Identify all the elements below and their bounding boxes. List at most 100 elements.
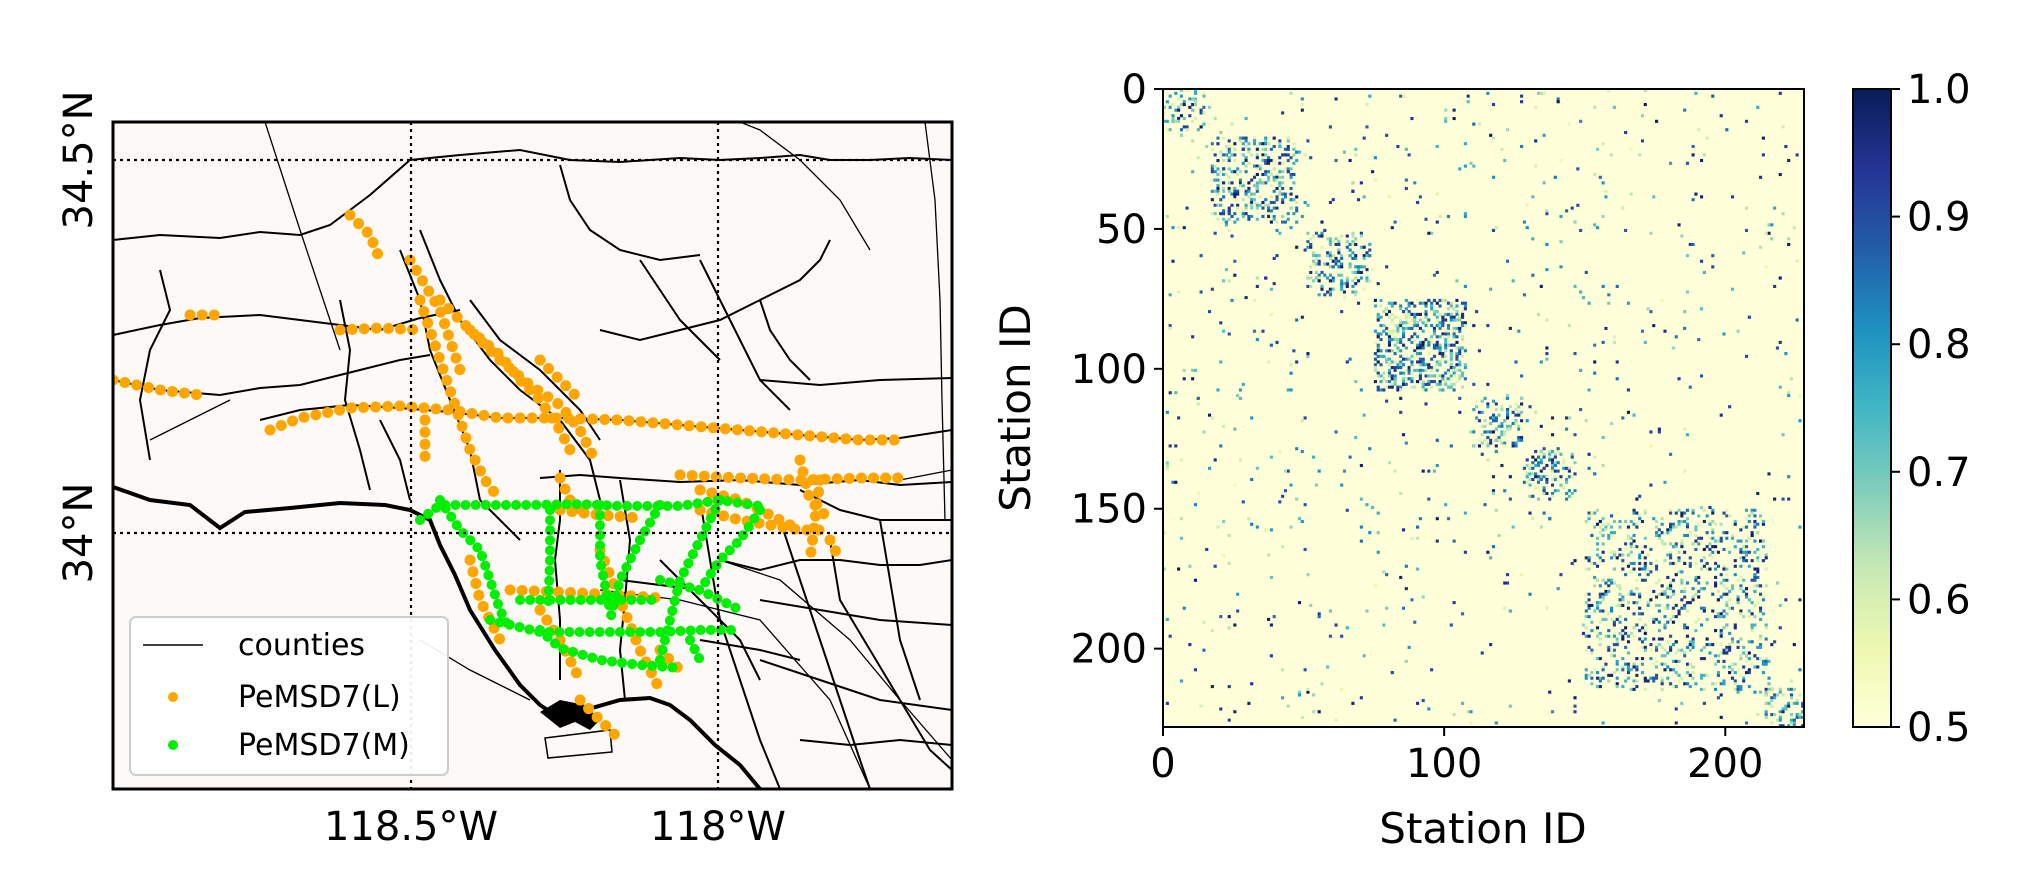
heatmap-cell [1539,475,1543,479]
heatmap-cell [1241,214,1245,219]
heatmap-cell [1328,634,1332,638]
heatmap-cell [1500,408,1504,412]
heatmap-cell [1500,430,1504,434]
heatmap-cell [1750,623,1754,627]
heatmap-cell [1334,430,1338,434]
heatmap-cell [1711,643,1715,647]
heatmap-cell [1711,511,1715,515]
heatmap-cell [1626,651,1630,655]
heatmap-cell [1430,368,1434,372]
heatmap-cell [1452,116,1456,121]
heatmap-cell [1438,352,1442,356]
heatmap-cell [1373,329,1377,333]
heatmap-cell [1491,175,1496,179]
heatmap-cell [1269,575,1273,579]
heatmap-cell [1241,198,1245,202]
heatmap-cell [1444,119,1448,123]
heatmap-cell [1669,542,1673,546]
heatmap-cell [1267,553,1271,557]
heatmap-cell [1438,360,1442,364]
heatmap-cell [1792,226,1796,230]
heatmap-cell [1626,671,1630,675]
heatmap-cell [1517,413,1521,417]
heatmap-cell [1534,486,1538,490]
heatmap-cell [1219,360,1223,364]
heatmap-cell [1635,679,1639,683]
heatmap-cell [1503,444,1507,448]
heatmap-cell [1444,116,1448,121]
heatmap-cell [1677,673,1681,677]
heatmap-cell [1567,416,1571,420]
heatmap-cell [1719,573,1723,577]
heatmap-cell [1165,214,1169,219]
heatmap-cell [1618,592,1622,596]
heatmap-cell [1466,100,1470,104]
heatmap-cell [1725,651,1729,655]
heatmap-cell [1649,676,1653,680]
heatmap-cell [1688,685,1692,689]
heatmap-cell [1418,363,1422,367]
heatmap-cell [1593,472,1597,476]
heatmap-cell [1424,315,1428,319]
heatmap-cell [1449,374,1453,378]
heatmap-cell [1416,200,1420,205]
heatmap-cell [1756,665,1760,669]
heatmap-cell [1182,377,1186,381]
heatmap-cell [1238,178,1243,182]
heatmap-cell [1376,312,1380,316]
heatmap-cell [1432,312,1436,316]
heatmap-cell [1385,380,1389,384]
heatmap-cell [1632,665,1636,669]
heatmap-cell [1699,587,1704,591]
heatmap-cell [1494,508,1498,512]
heatmap-cell [1671,592,1675,596]
heatmap-cell [1697,581,1701,585]
heatmap-cell [1705,617,1709,621]
heatmap-cell [1618,587,1622,591]
heatmap-cell [1312,455,1316,459]
heatmap-cell [1610,153,1614,157]
heatmap-cell [1390,301,1394,305]
heatmap-cell [1798,713,1802,717]
heatmap-cell [1505,413,1510,417]
heatmap-cell [1165,466,1169,470]
heatmap-cell [1444,354,1448,358]
heatmap-cell [1736,685,1740,689]
heatmap-cell [1441,335,1445,339]
heatmap-cell [1610,673,1614,677]
heatmap-cell [1525,480,1529,484]
x-tick-label-1: 100 [1406,741,1482,787]
heatmap-cell [1171,119,1175,123]
heatmap-cell [1233,170,1237,174]
heatmap-cell [1750,511,1754,515]
heatmap-cell [1722,592,1726,596]
heatmap-cell [1227,158,1231,163]
heatmap-cell [1376,354,1380,358]
heatmap-cell [1258,142,1262,146]
heatmap-cell [1595,578,1600,582]
heatmap-cell [1671,659,1675,663]
heatmap-cell [1784,598,1788,602]
heatmap-cell [1784,707,1788,711]
heatmap-cell [1281,494,1285,498]
heatmap-cell [1205,547,1209,552]
heatmap-cell [1446,312,1451,316]
heatmap-cell [1165,119,1169,123]
heatmap-cell [1356,301,1361,305]
heatmap-cell [1483,438,1487,442]
heatmap-cell [1545,463,1549,468]
heatmap-cell [1584,634,1588,638]
heatmap-cell [1435,335,1439,339]
heatmap-cell [1185,125,1189,129]
heatmap-cell [1247,186,1251,191]
heatmap-cell [1601,559,1605,563]
heatmap-cell [1685,601,1690,605]
heatmap-cell [1759,175,1763,179]
heatmap-cell [1199,704,1203,708]
heatmap-cell [1444,338,1448,342]
heatmap-cell [1503,158,1507,163]
heatmap-cell [1461,612,1465,616]
heatmap-cell [1188,564,1192,568]
heatmap-cell [1624,573,1628,577]
heatmap-cell [1550,433,1555,437]
